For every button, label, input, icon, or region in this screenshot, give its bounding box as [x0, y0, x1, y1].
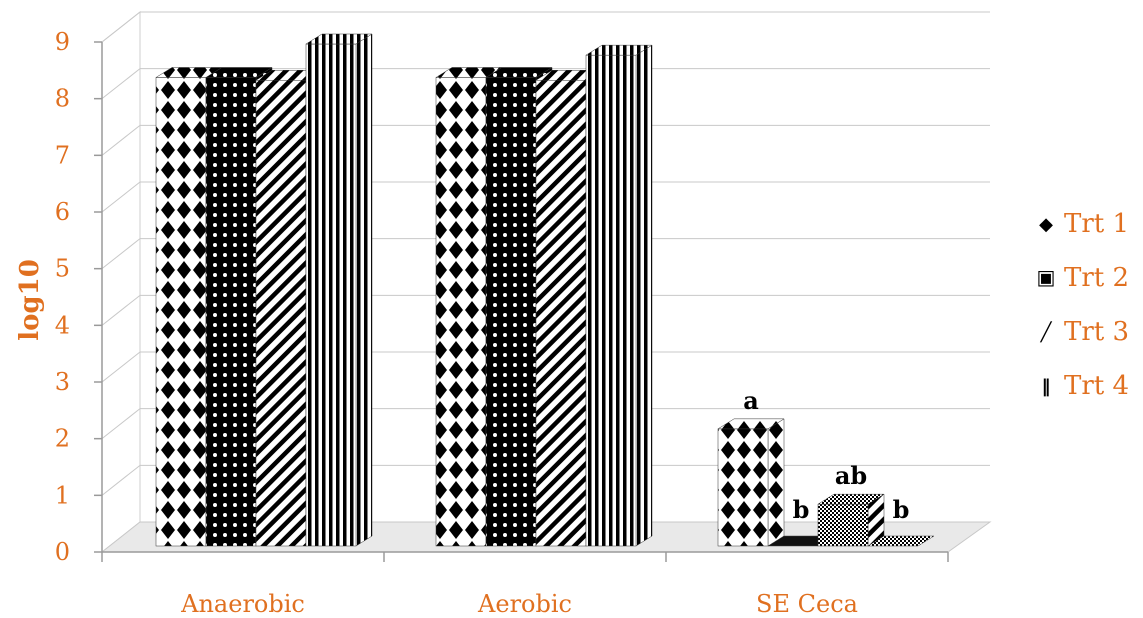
gridline-diagonal — [101, 408, 141, 440]
y-axis-label: log10 — [15, 259, 45, 341]
bar-front-face — [585, 54, 637, 547]
bar-front-face — [485, 77, 537, 547]
gridline-diagonal — [101, 351, 141, 383]
x-axis-ticks: Anaerobic Aerobic SE Ceca — [101, 552, 949, 618]
legend-item: ‖ Trt 4 — [1042, 371, 1130, 401]
significance-label: b — [893, 495, 910, 524]
y-tick-label: 4 — [55, 311, 70, 339]
gridline-diagonal — [101, 464, 141, 496]
bar-trt-1-se-ceca — [717, 418, 785, 547]
y-axis-ticks: 0 1 2 3 4 5 6 7 8 9 — [55, 28, 102, 566]
bar-trt-3-se-ceca — [817, 493, 885, 547]
bar-side-face — [767, 418, 785, 547]
legend-item: ╱ Trt 3 — [1040, 317, 1129, 347]
legend-swatch-icon: ▣ — [1037, 265, 1056, 289]
bar-trt-4-aerobic — [585, 44, 653, 547]
legend-label: Trt 4 — [1064, 371, 1129, 401]
bars — [155, 33, 935, 547]
bar-top-face — [817, 493, 885, 505]
x-tick-label: Anaerobic — [180, 590, 305, 618]
bar-side-face — [635, 44, 653, 547]
side-wall — [101, 10, 141, 554]
y-tick-label: 3 — [55, 368, 70, 396]
bar-side-face — [355, 33, 373, 547]
bar-trt-4-anaerobic — [305, 33, 373, 547]
bar-front-face — [817, 503, 869, 547]
y-tick-label: 2 — [55, 425, 70, 453]
bar-top-face — [305, 33, 373, 45]
significance-label: ab — [835, 461, 867, 490]
legend-label: Trt 3 — [1064, 317, 1129, 347]
bar-front-face — [205, 77, 257, 547]
y-tick-label: 5 — [55, 255, 70, 283]
bar-front-face — [255, 80, 307, 547]
bar-front-face — [305, 43, 357, 547]
y-tick-label: 1 — [55, 481, 70, 509]
y-tick-label: 6 — [55, 198, 70, 226]
legend-swatch-icon: ◆ — [1039, 214, 1053, 235]
legend-swatch-icon: ╱ — [1040, 321, 1053, 343]
bar-front-face — [717, 428, 769, 547]
gridline-diagonal — [101, 238, 141, 270]
gridline-diagonal — [101, 181, 141, 213]
significance-label: b — [793, 495, 810, 524]
legend-label: Trt 1 — [1064, 209, 1129, 239]
bar-top-face — [717, 418, 785, 430]
x-tick-label: SE Ceca — [756, 590, 858, 618]
bar-trt-4-se-ceca — [867, 535, 935, 547]
significance-label: a — [743, 386, 759, 415]
bar-front-face — [535, 80, 587, 547]
bar-top-face — [485, 67, 553, 78]
y-tick-label: 9 — [55, 28, 70, 56]
legend-item: ◆ Trt 1 — [1039, 209, 1129, 239]
gridline-diagonal — [101, 294, 141, 326]
gridline-diagonal — [101, 124, 141, 156]
legend-item: ▣ Trt 2 — [1037, 263, 1129, 293]
gridline-diagonal — [101, 11, 141, 43]
y-tick-label: 0 — [55, 538, 70, 566]
y-tick-label: 7 — [55, 141, 70, 169]
legend-label: Trt 2 — [1064, 263, 1129, 293]
bar-front-face — [435, 77, 487, 547]
legend-swatch-icon: ‖ — [1042, 376, 1051, 397]
bar-front-face — [155, 77, 207, 547]
x-tick-label: Aerobic — [477, 590, 572, 618]
gridline-diagonal — [101, 68, 141, 100]
bar-flat — [867, 535, 935, 547]
legend: ◆ Trt 1 ▣ Trt 2 ╱ Trt 3 ‖ Trt 4 — [1037, 209, 1129, 401]
y-tick-label: 8 — [55, 85, 70, 113]
bar-top-face — [205, 67, 273, 78]
bar-top-face — [585, 44, 653, 56]
